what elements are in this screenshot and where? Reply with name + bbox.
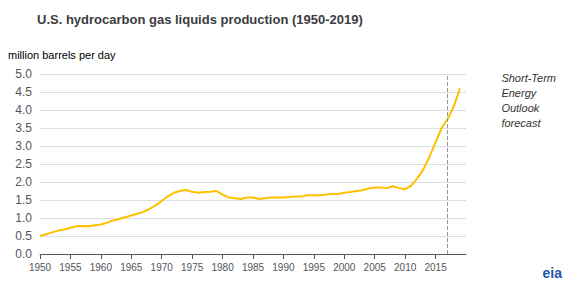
svg-text:5.0: 5.0 xyxy=(15,67,32,81)
svg-text:0.0: 0.0 xyxy=(15,247,32,261)
svg-text:1955: 1955 xyxy=(59,262,82,273)
svg-text:1950: 1950 xyxy=(29,262,52,273)
svg-text:Energy: Energy xyxy=(501,87,537,99)
svg-text:0.5: 0.5 xyxy=(15,229,32,243)
svg-text:1985: 1985 xyxy=(242,262,265,273)
svg-text:Short-Term: Short-Term xyxy=(501,72,556,84)
svg-text:4.5: 4.5 xyxy=(15,85,32,99)
svg-text:2010: 2010 xyxy=(394,262,417,273)
svg-text:2.5: 2.5 xyxy=(15,157,32,171)
svg-text:2.0: 2.0 xyxy=(15,175,32,189)
svg-text:Outlook: Outlook xyxy=(501,102,539,114)
svg-text:2015: 2015 xyxy=(424,262,447,273)
svg-text:1980: 1980 xyxy=(211,262,234,273)
svg-text:3.0: 3.0 xyxy=(15,139,32,153)
svg-text:U.S. hydrocarbon gas liquids p: U.S. hydrocarbon gas liquids production … xyxy=(37,12,363,27)
svg-text:eia: eia xyxy=(543,265,563,281)
svg-text:1.0: 1.0 xyxy=(15,211,32,225)
svg-text:million barrels per day: million barrels per day xyxy=(8,49,116,61)
svg-text:3.5: 3.5 xyxy=(15,121,32,135)
svg-text:1970: 1970 xyxy=(151,262,174,273)
svg-text:1.5: 1.5 xyxy=(15,193,32,207)
svg-text:1975: 1975 xyxy=(181,262,204,273)
svg-text:1965: 1965 xyxy=(120,262,143,273)
svg-text:forecast: forecast xyxy=(501,117,541,129)
svg-text:2000: 2000 xyxy=(333,262,356,273)
svg-text:1960: 1960 xyxy=(90,262,113,273)
svg-text:1990: 1990 xyxy=(272,262,295,273)
svg-text:2005: 2005 xyxy=(364,262,387,273)
svg-text:1995: 1995 xyxy=(303,262,326,273)
svg-text:4.0: 4.0 xyxy=(15,103,32,117)
